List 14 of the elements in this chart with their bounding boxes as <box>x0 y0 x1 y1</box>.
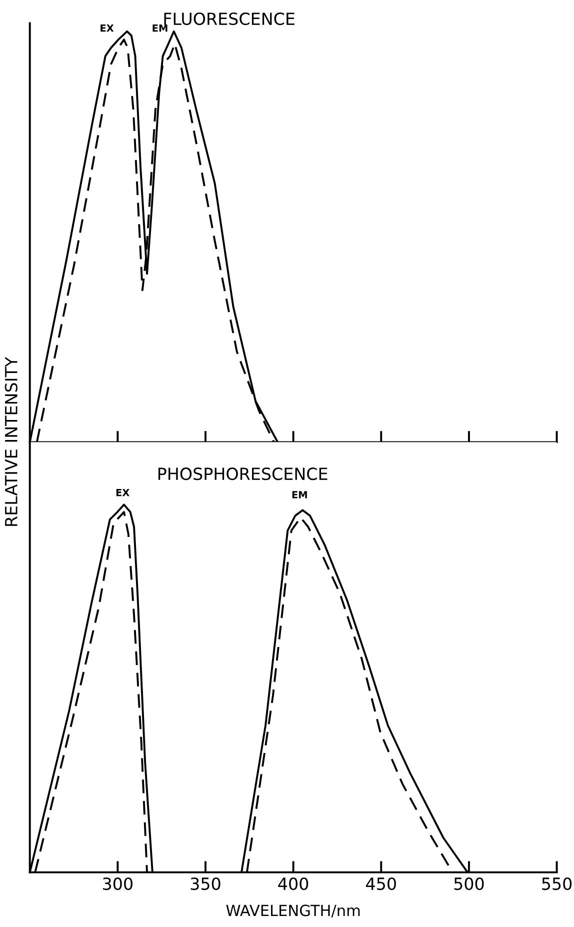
x-tick-label: 550 <box>542 877 572 890</box>
annotation: EM <box>152 24 168 32</box>
x-tick-label: 500 <box>454 877 484 890</box>
x-tick-label: 450 <box>366 877 396 890</box>
x-axis-title: WAVELENGTH/nm <box>226 904 360 918</box>
text: EX <box>116 488 130 496</box>
x-tick-label: 400 <box>278 877 308 890</box>
x-tick-label: 350 <box>190 877 220 890</box>
x-tick-label: 300 <box>103 877 132 890</box>
annotation: EX <box>100 24 114 32</box>
chart-title: FLUORESCENCE <box>164 12 294 26</box>
text: EM <box>292 491 307 498</box>
chart-title: PHOSPHORESCENCE <box>158 468 328 480</box>
y-axis-title: RELATIVE INTENSITY <box>4 356 18 526</box>
